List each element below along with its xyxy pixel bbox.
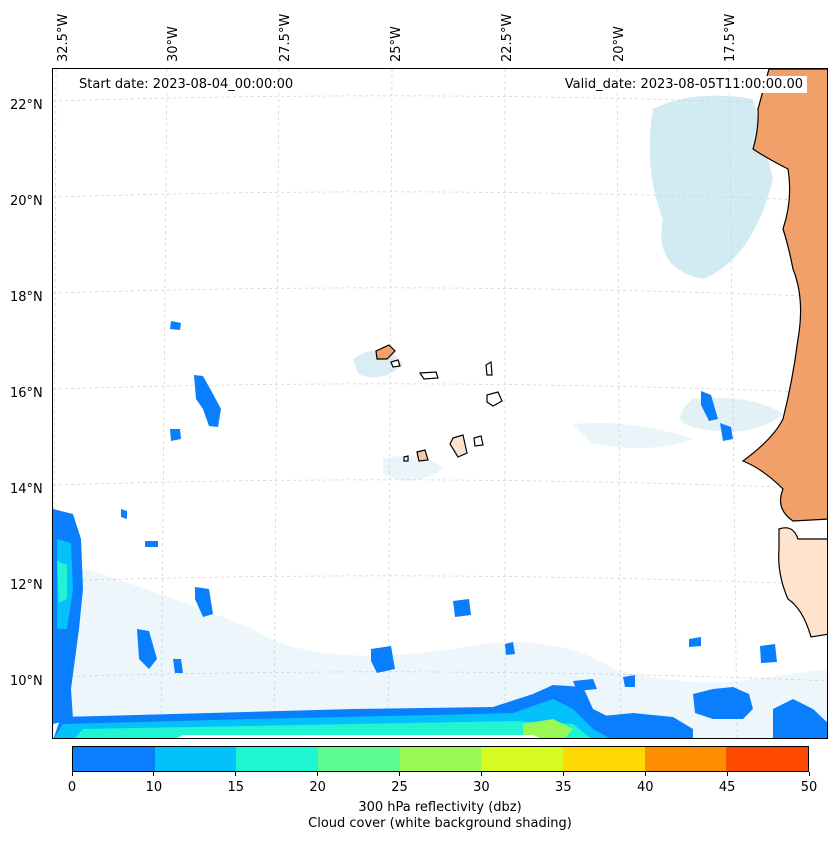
start-date-label: Start date: 2023-08-04_00:00:00 bbox=[75, 76, 298, 93]
map-canvas bbox=[53, 69, 827, 738]
cloud-cover-shading bbox=[53, 95, 827, 738]
colorbar-segment bbox=[726, 747, 809, 771]
lon-label: 17.5°W bbox=[723, 13, 738, 62]
colorbar-sublabel: Cloud cover (white background shading) bbox=[308, 816, 572, 831]
lat-label: 20°N bbox=[10, 194, 43, 209]
lon-label: 25°W bbox=[389, 26, 404, 62]
colorbar-tick-mark bbox=[153, 772, 155, 776]
senegal-guinea-coast bbox=[778, 527, 827, 638]
colorbar-tick-label: 20 bbox=[309, 780, 326, 795]
colorbar-segment bbox=[399, 747, 482, 771]
colorbar-tick-label: 10 bbox=[145, 780, 163, 795]
colorbar-tick-mark bbox=[317, 772, 319, 776]
colorbar-tick-mark bbox=[726, 772, 728, 776]
colorbar-segment bbox=[154, 747, 237, 771]
lat-label: 22°N bbox=[10, 98, 43, 113]
reflectivity-blobs-20 bbox=[57, 561, 591, 738]
colorbar-segment bbox=[236, 747, 319, 771]
lon-label: 27.5°W bbox=[278, 13, 293, 62]
colorbar-tick-mark bbox=[644, 772, 646, 776]
lat-label: 10°N bbox=[10, 674, 43, 689]
colorbar-tick-label: 15 bbox=[227, 780, 245, 795]
colorbar-tick-label: 30 bbox=[473, 780, 490, 795]
gridline-lon bbox=[273, 69, 280, 738]
gridline-lat bbox=[53, 95, 827, 106]
lon-label: 30°W bbox=[166, 26, 181, 62]
gridline-lat bbox=[53, 671, 827, 682]
colorbar bbox=[72, 746, 809, 772]
lon-label: 22.5°W bbox=[500, 13, 515, 62]
gridline-lat bbox=[53, 383, 827, 394]
west-africa-coast bbox=[741, 69, 827, 522]
lon-label: 32.5°W bbox=[56, 13, 71, 62]
gridline-lon bbox=[728, 69, 738, 738]
colorbar-segment bbox=[318, 747, 400, 771]
reflectivity-blobs-30 bbox=[523, 719, 573, 738]
cape-verde-islands bbox=[375, 344, 503, 462]
colorbar-segment bbox=[644, 747, 727, 771]
valid-date-label: Valid_date: 2023-08-05T11:00:00.00 bbox=[560, 76, 807, 93]
colorbar-tick-mark bbox=[562, 772, 564, 776]
colorbar-tick-mark bbox=[71, 772, 73, 776]
colorbar-tick-mark bbox=[808, 772, 810, 776]
colorbar-tick-mark bbox=[480, 772, 482, 776]
lat-label: 16°N bbox=[10, 386, 43, 401]
colorbar-tick-label: 40 bbox=[636, 780, 654, 795]
gridline-lat bbox=[53, 479, 827, 490]
colorbar-tick-label: 0 bbox=[67, 780, 77, 795]
gridline-lon bbox=[387, 69, 393, 738]
map-frame bbox=[52, 68, 828, 739]
lon-label: 20°W bbox=[612, 26, 627, 62]
colorbar-label: 300 hPa reflectivity (dbz) bbox=[358, 800, 522, 815]
gridline-lon bbox=[160, 69, 168, 738]
colorbar-segment bbox=[481, 747, 564, 771]
colorbar-tick-label: 35 bbox=[555, 780, 572, 795]
gridline-lat bbox=[53, 287, 827, 298]
colorbar-segment bbox=[73, 747, 155, 771]
colorbar-tick-mark bbox=[399, 772, 401, 776]
lat-label: 18°N bbox=[10, 290, 43, 305]
gridline-lat bbox=[53, 575, 827, 586]
colorbar-tick-mark bbox=[235, 772, 237, 776]
lat-label: 12°N bbox=[10, 578, 43, 593]
cloud-gap bbox=[177, 735, 541, 738]
colorbar-segment bbox=[563, 747, 645, 771]
gridline-lat bbox=[53, 191, 827, 202]
lat-label: 14°N bbox=[10, 482, 43, 497]
gridlines bbox=[53, 69, 827, 738]
gridline-lon bbox=[616, 69, 622, 738]
colorbar-tick-label: 25 bbox=[391, 780, 408, 795]
colorbar-tick-label: 45 bbox=[718, 780, 736, 795]
colorbar-tick-label: 50 bbox=[800, 780, 818, 795]
